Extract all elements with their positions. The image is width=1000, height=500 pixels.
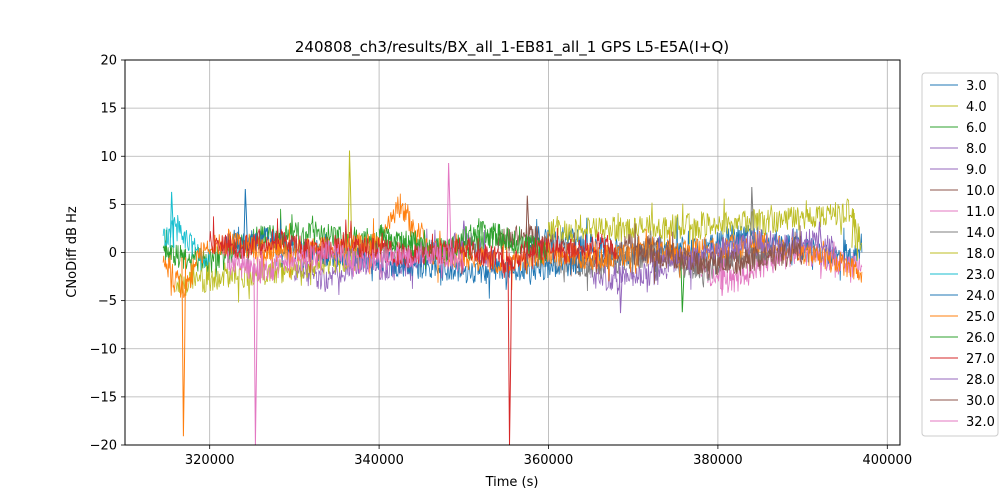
series-18-0 — [175, 150, 363, 303]
legend-label: 9.0 — [966, 163, 987, 178]
legend-item: 10.0 — [930, 184, 995, 199]
series-line — [226, 240, 465, 284]
legend-label: 26.0 — [966, 331, 995, 346]
y-axis: −20 −15 −10 −5 0 5 10 15 20 — [90, 54, 125, 454]
legend-label: 30.0 — [966, 394, 995, 409]
y-tick-label: 0 — [109, 246, 117, 261]
y-tick-label: 20 — [100, 54, 117, 69]
legend-item: 27.0 — [930, 352, 995, 367]
x-tick-label: 320000 — [185, 453, 235, 468]
legend-label: 27.0 — [966, 352, 995, 367]
legend-item: 9.0 — [930, 163, 987, 178]
series-spike — [720, 257, 725, 296]
y-tick-label: −10 — [90, 342, 117, 357]
legend-item: 23.0 — [930, 268, 995, 283]
legend-item: 14.0 — [930, 226, 995, 241]
legend-item: 26.0 — [930, 331, 995, 346]
series-line — [548, 198, 863, 261]
chart-title: 240808_ch3/results/BX_all_1-EB81_all_1 G… — [295, 38, 729, 57]
legend-label: 32.0 — [966, 415, 995, 430]
series-spike — [253, 257, 259, 446]
legend-item: 28.0 — [930, 373, 995, 388]
legend-item: 8.0 — [930, 142, 987, 157]
legend-item: 32.0 — [930, 415, 995, 430]
y-tick-label: 15 — [100, 102, 117, 117]
legend: 3.0 4.0 6.0 8.0 9.0 10.0 11.0 14.0 18.0 23.0 24.0 2… — [921, 72, 999, 437]
legend-label: 23.0 — [966, 268, 995, 283]
legend-label: 8.0 — [966, 142, 987, 157]
series-spike — [169, 191, 175, 248]
series-spike — [525, 195, 530, 248]
legend-label: 14.0 — [966, 226, 995, 241]
legend-item: 25.0 — [930, 310, 995, 325]
legend-label: 25.0 — [966, 310, 995, 325]
legend-item: 18.0 — [930, 247, 995, 262]
x-tick-label: 340000 — [354, 453, 404, 468]
series-spike — [817, 221, 823, 248]
x-tick-label: 400000 — [862, 453, 912, 468]
series-spike — [618, 257, 624, 314]
series-spike — [181, 257, 187, 437]
series-spike — [243, 188, 248, 248]
legend-item: 4.0 — [930, 100, 987, 115]
legend-item: 24.0 — [930, 289, 995, 304]
y-axis-label: CNoDiff dB Hz — [65, 206, 80, 298]
series-line — [209, 216, 617, 279]
series-line — [649, 225, 837, 290]
legend-label: 18.0 — [966, 247, 995, 262]
legend-item: 11.0 — [930, 205, 995, 220]
y-tick-label: −20 — [90, 439, 117, 454]
series-32-0 — [226, 162, 465, 446]
series-4-0 — [548, 198, 863, 261]
series-27-0 — [209, 216, 617, 446]
x-tick-label: 380000 — [693, 453, 743, 468]
x-axis: 320000 340000 360000 380000 400000 — [185, 445, 912, 468]
y-tick-label: 10 — [100, 150, 117, 165]
legend-label: 6.0 — [966, 121, 987, 136]
series-28-0 — [649, 221, 837, 290]
legend-item: 6.0 — [930, 121, 987, 136]
x-axis-label: Time (s) — [485, 475, 539, 490]
legend-label: 28.0 — [966, 373, 995, 388]
x-tick-label: 360000 — [524, 453, 574, 468]
legend-label: 4.0 — [966, 100, 987, 115]
y-tick-label: −15 — [90, 390, 117, 405]
legend-label: 3.0 — [966, 79, 987, 94]
series-lines — [162, 150, 863, 446]
legend-box — [921, 72, 999, 437]
legend-label: 11.0 — [966, 205, 995, 220]
series-spike — [507, 257, 513, 446]
series-spike — [851, 209, 857, 248]
series-spike — [446, 162, 452, 248]
legend-label: 24.0 — [966, 289, 995, 304]
y-tick-label: 5 — [109, 198, 117, 213]
legend-label: 10.0 — [966, 184, 995, 199]
legend-item: 30.0 — [930, 394, 995, 409]
y-tick-label: −5 — [98, 294, 117, 309]
series-line — [633, 225, 803, 284]
series-30-0 — [633, 225, 803, 284]
legend-item: 3.0 — [930, 79, 987, 94]
